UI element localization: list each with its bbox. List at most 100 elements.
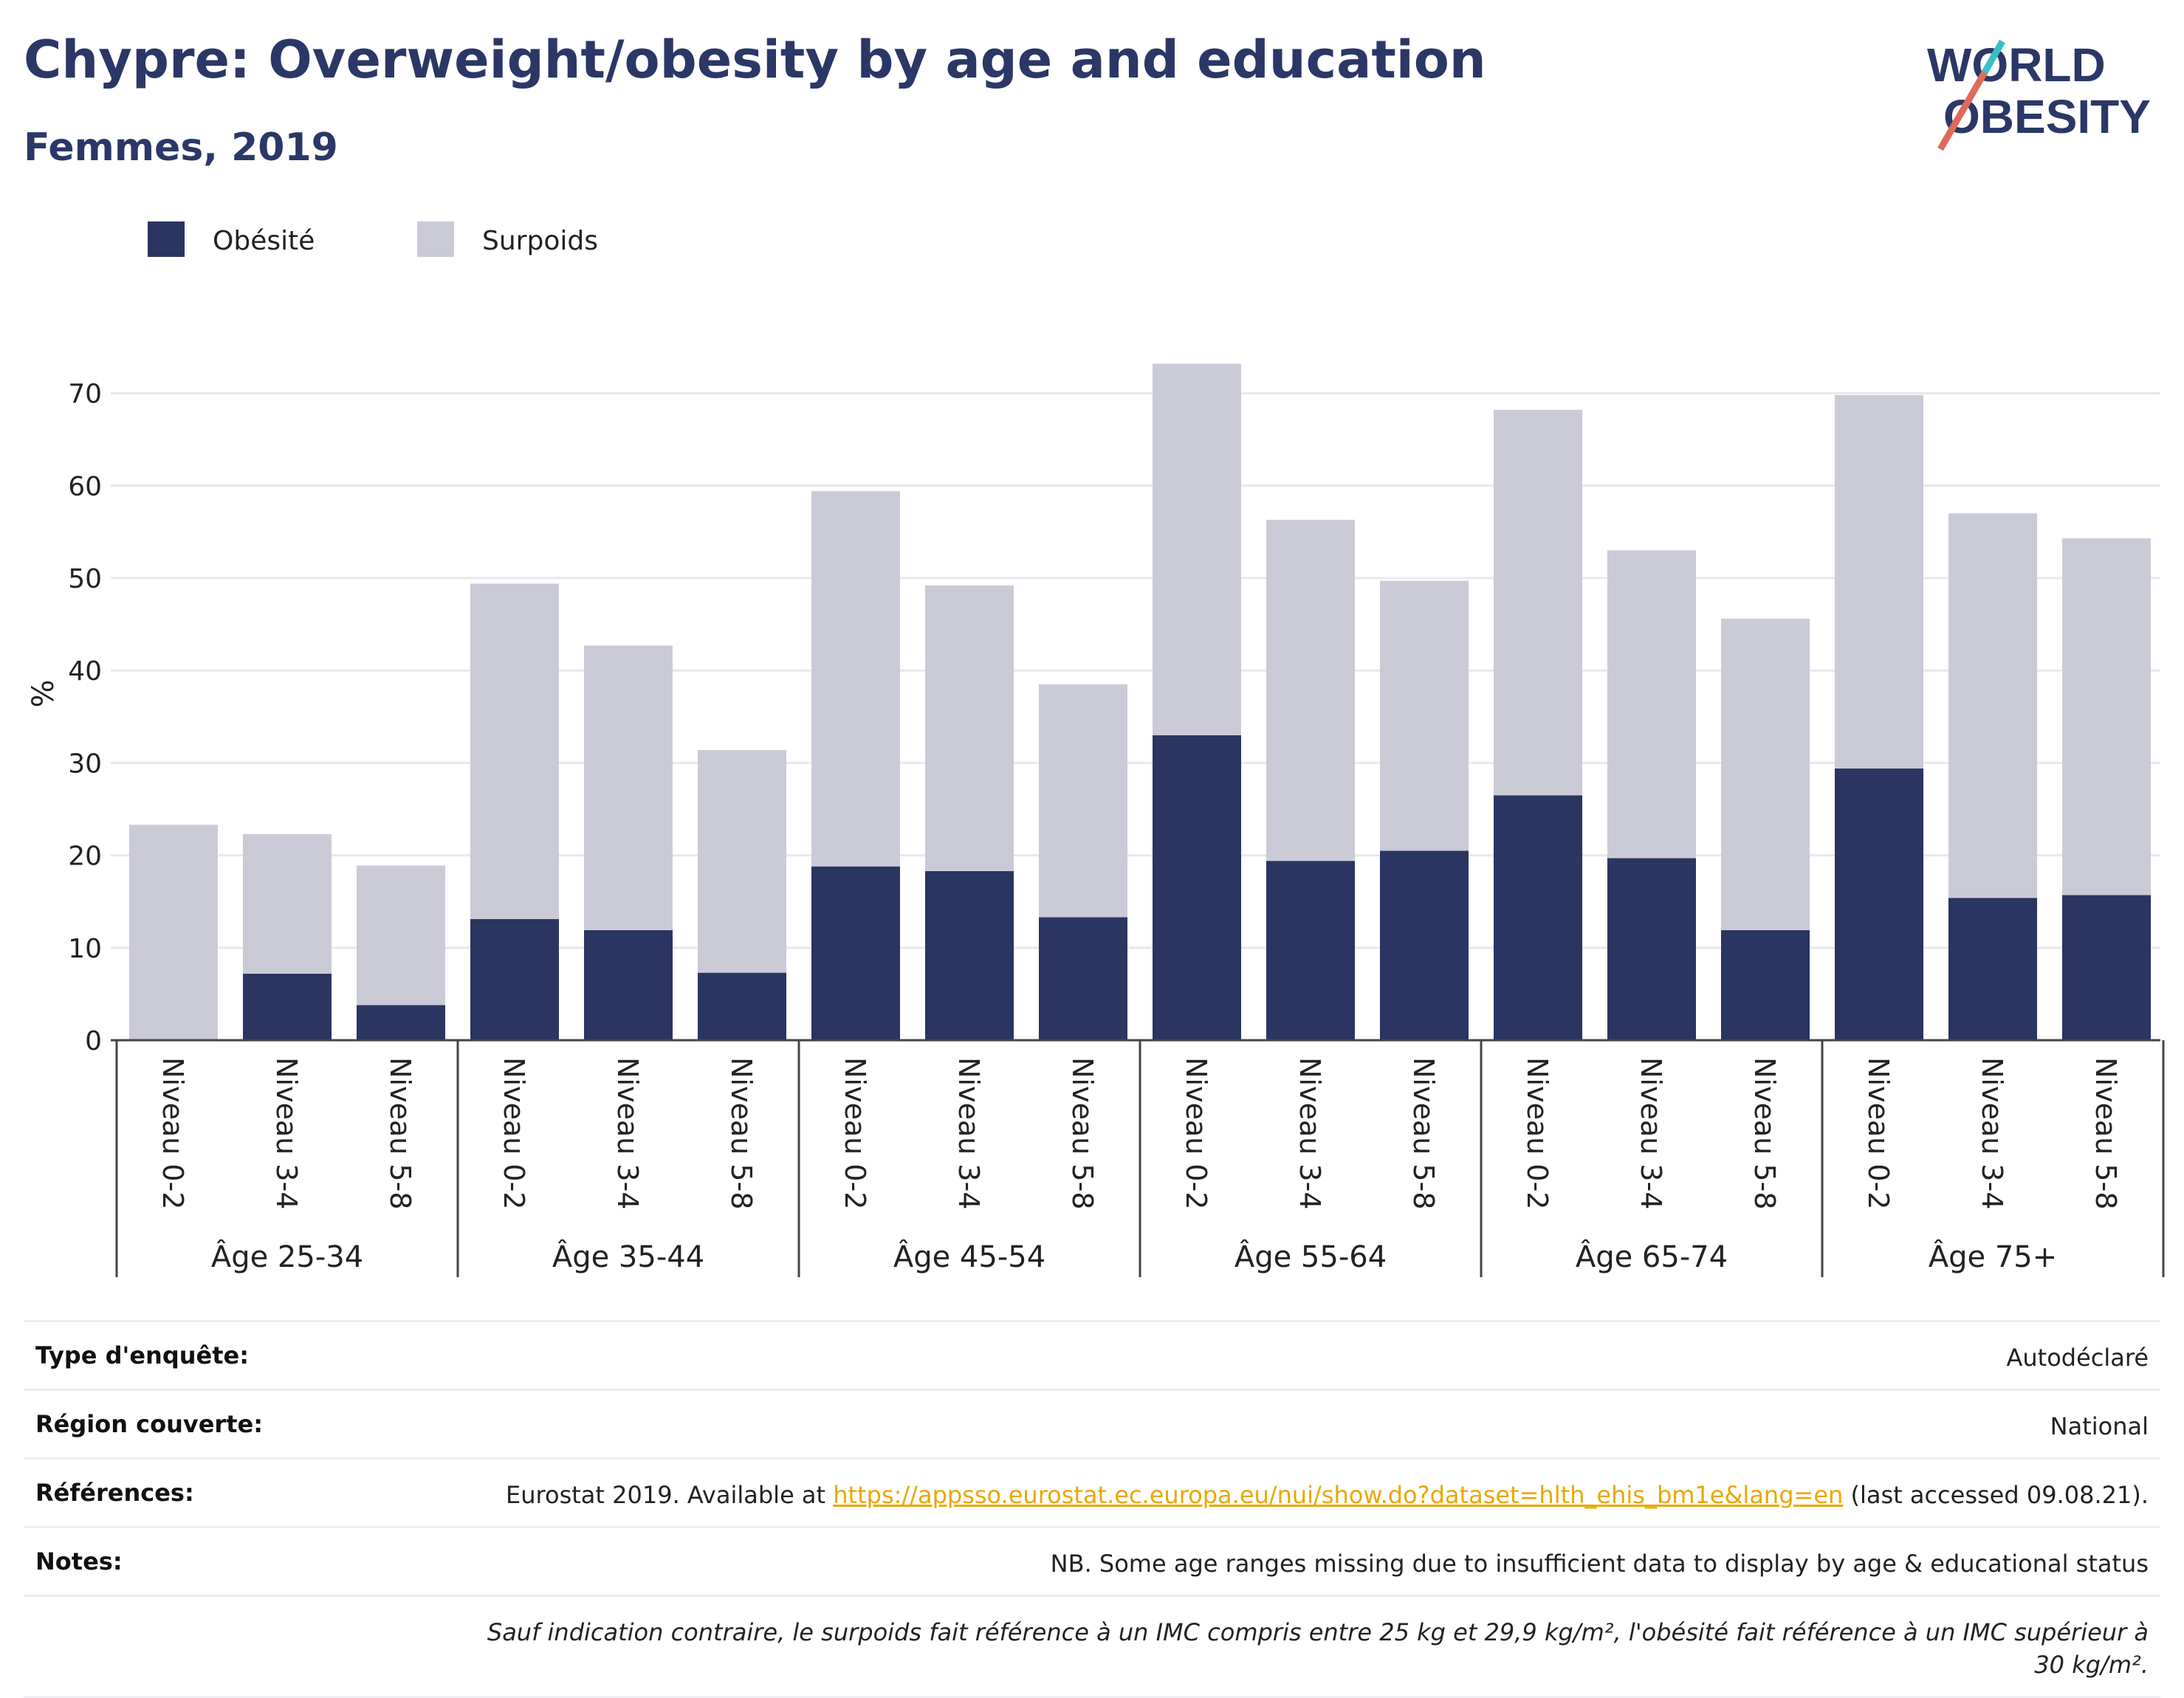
x-tick-label: Niveau 3-4	[1635, 1057, 1667, 1209]
x-tick-label: Niveau 5-8	[2089, 1057, 2122, 1209]
y-tick-label: 50	[68, 564, 102, 594]
x-tick-label: Niveau 5-8	[384, 1057, 416, 1209]
bar-overweight	[1607, 550, 1696, 859]
bar-obesity	[811, 866, 900, 1040]
references-suffix: (last accessed 09.08.21).	[1843, 1481, 2149, 1509]
bar-overweight	[698, 749, 786, 973]
logo-line2: OBESITY	[1943, 90, 2151, 143]
info-row-footnote: Sauf indication contraire, le surpoids f…	[24, 1595, 2160, 1698]
legend-swatch-0	[148, 221, 185, 257]
survey-type-label: Type d'enquête:	[35, 1341, 250, 1369]
bar-obesity	[925, 870, 1014, 1040]
logo-slash-teal	[1982, 39, 2005, 75]
info-table: Type d'enquête: Autodéclaré Région couve…	[24, 1320, 2160, 1698]
region-label: Région couverte:	[35, 1410, 263, 1438]
bar-obesity	[1494, 795, 1582, 1040]
y-tick-label: 60	[68, 472, 102, 502]
x-tick-label: Niveau 0-2	[839, 1057, 871, 1209]
y-axis-label: %	[27, 679, 61, 707]
bar-obesity	[1380, 850, 1469, 1040]
info-row-survey-type: Type d'enquête: Autodéclaré	[24, 1320, 2160, 1389]
info-row-region: Région couverte: National	[24, 1389, 2160, 1457]
notes-label: Notes:	[35, 1547, 123, 1575]
bar-overweight	[811, 491, 900, 867]
chart-title: Chypre: Overweight/obesity by age and ed…	[24, 30, 1486, 90]
bar-obesity	[243, 973, 332, 1040]
y-tick-label: 40	[68, 656, 102, 687]
legend-label-0: Obésité	[213, 226, 315, 256]
bar-obesity	[1948, 898, 2037, 1040]
bar-overweight	[2062, 538, 2151, 896]
bar-obesity	[1721, 930, 1810, 1040]
legend-swatch-1	[417, 221, 454, 257]
bar-overweight	[243, 833, 332, 974]
logo-slash-red	[1937, 70, 1988, 151]
group-label: Âge 55-64	[1234, 1239, 1387, 1274]
references-link[interactable]: https://appsso.eurostat.ec.europa.eu/nui…	[833, 1481, 1844, 1509]
bar-overweight	[584, 645, 673, 931]
x-tick-label: Niveau 0-2	[1180, 1057, 1212, 1209]
y-tick-label: 0	[85, 1026, 102, 1056]
x-tick-label: Niveau 3-4	[611, 1057, 644, 1209]
region-value: National	[2050, 1412, 2149, 1440]
x-tick-label: Niveau 5-8	[725, 1057, 758, 1209]
chart-subtitle: Femmes, 2019	[24, 126, 338, 170]
bar-overweight	[357, 865, 445, 1006]
group-label: Âge 75+	[1929, 1239, 2058, 1274]
bar-obesity	[1607, 858, 1696, 1040]
bar-obesity	[1266, 861, 1355, 1040]
bar-obesity	[1153, 735, 1241, 1040]
y-axis: 0 10 20 30 40 50 60 70%	[27, 379, 102, 1056]
logo-line1: WORLD	[1927, 38, 2106, 92]
bar-overweight	[1266, 520, 1355, 862]
bar-obesity	[1039, 917, 1127, 1040]
x-tick-label: Niveau 5-8	[1066, 1057, 1099, 1209]
bar-obesity	[1835, 768, 1923, 1040]
references-label: Références:	[35, 1479, 194, 1507]
references-value: Eurostat 2019. Available at https://apps…	[506, 1479, 2149, 1511]
x-tick-label: Niveau 5-8	[1748, 1057, 1781, 1209]
bar-obesity	[357, 1005, 445, 1040]
y-tick-label: 70	[68, 379, 102, 410]
y-tick-label: 10	[68, 934, 102, 964]
bar-overweight	[1948, 513, 2037, 898]
world-obesity-logo: WORLD OBESITY	[1927, 38, 2151, 151]
x-tick-label: Niveau 0-2	[1862, 1057, 1895, 1209]
legend-label-1: Surpoids	[482, 226, 598, 256]
x-axis: Niveau 0-2 Niveau 3-4 Niveau 5-8 Âge 25-34 N…	[111, 1039, 2165, 1277]
bar-overweight	[470, 583, 559, 919]
grid-lines	[111, 392, 2160, 949]
bar-overweight	[129, 825, 218, 1040]
legend: Obésité Surpoids	[148, 221, 598, 257]
y-tick-label: 30	[68, 749, 102, 779]
info-row-references: Références: Eurostat 2019. Available at …	[24, 1457, 2160, 1526]
footnote: Sauf indication contraire, le surpoids f…	[487, 1618, 2149, 1679]
group-label: Âge 45-54	[893, 1239, 1045, 1274]
bar-obesity	[2062, 895, 2151, 1040]
bar-overweight	[1721, 619, 1810, 931]
x-tick-label: Niveau 3-4	[1294, 1057, 1326, 1209]
bar-overweight	[925, 585, 1014, 871]
bars	[129, 363, 2151, 1040]
bar-chart: Obésité Surpoids 0 10 20 30 40 50 60 70% Niveau …	[27, 221, 2165, 1277]
survey-type-value: Autodéclaré	[2006, 1344, 2149, 1372]
x-tick-label: Niveau 3-4	[1976, 1057, 2008, 1209]
x-tick-label: Niveau 0-2	[157, 1057, 189, 1209]
bar-overweight	[1039, 684, 1127, 918]
bar-overweight	[1153, 363, 1241, 735]
group-label: Âge 25-34	[211, 1239, 363, 1274]
info-row-notes: Notes: NB. Some age ranges missing due t…	[24, 1526, 2160, 1595]
x-tick-label: Niveau 0-2	[498, 1057, 530, 1209]
references-prefix: Eurostat 2019. Available at	[506, 1481, 834, 1509]
bar-overweight	[1494, 410, 1582, 796]
bar-obesity	[698, 972, 786, 1040]
x-tick-label: Niveau 5-8	[1407, 1057, 1440, 1209]
x-tick-label: Niveau 0-2	[1521, 1057, 1553, 1209]
group-label: Âge 65-74	[1576, 1239, 1728, 1274]
bar-overweight	[1380, 580, 1469, 851]
x-tick-label: Niveau 3-4	[270, 1057, 303, 1209]
group-label: Âge 35-44	[552, 1239, 704, 1274]
x-tick-label: Niveau 3-4	[952, 1057, 985, 1209]
bar-overweight	[1835, 395, 1923, 769]
bar-obesity	[584, 930, 673, 1040]
